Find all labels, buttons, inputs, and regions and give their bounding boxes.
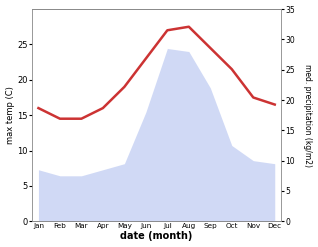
Y-axis label: med. precipitation (kg/m2): med. precipitation (kg/m2) <box>303 64 313 167</box>
X-axis label: date (month): date (month) <box>121 231 193 242</box>
Y-axis label: max temp (C): max temp (C) <box>5 86 15 144</box>
